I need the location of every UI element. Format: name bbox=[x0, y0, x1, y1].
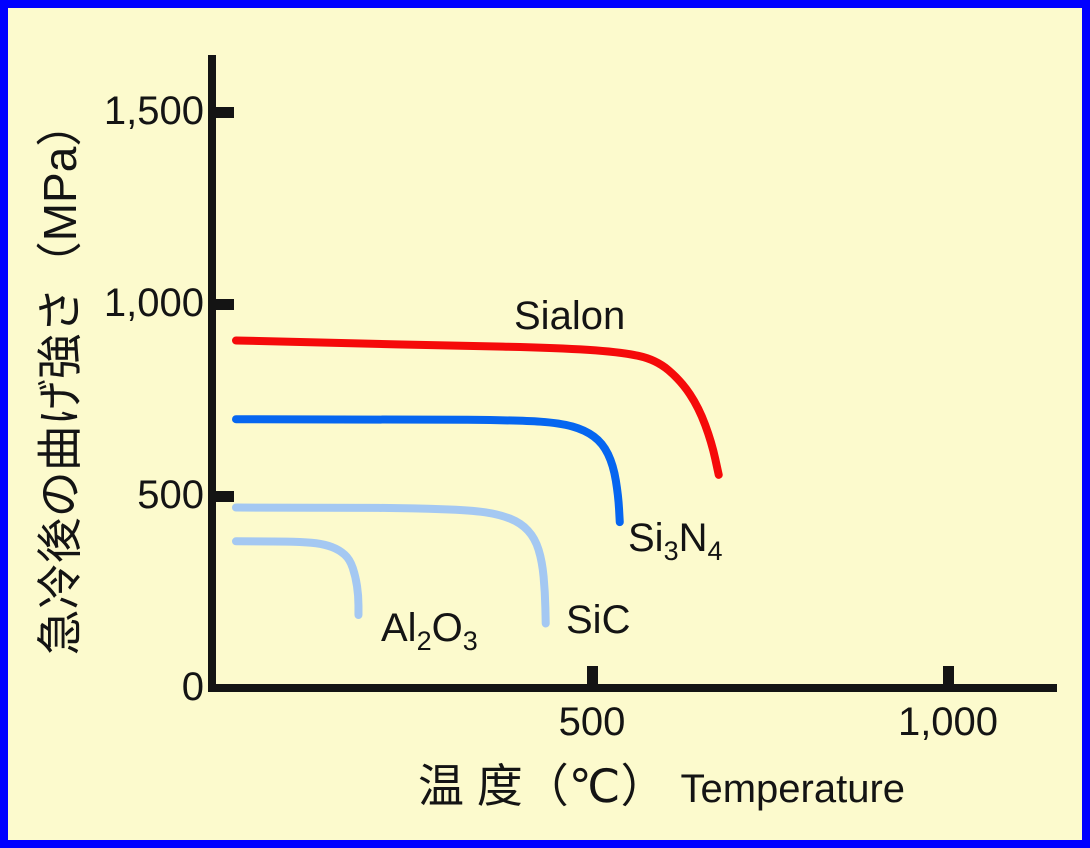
y-tick-500 bbox=[214, 491, 234, 502]
curve-sialon bbox=[232, 336, 723, 479]
series-label-si3n4: Si3N4 bbox=[628, 516, 723, 565]
series-label-al2o3-part: Al bbox=[381, 606, 417, 650]
x-tick-label-1000: 1,000 bbox=[897, 700, 999, 744]
y-tick-label-1500: 1,500 bbox=[103, 89, 204, 133]
series-label-al2o3-sub: 3 bbox=[462, 626, 478, 656]
y-tick-label-1000: 1,000 bbox=[103, 281, 204, 325]
y-tick-1500 bbox=[214, 107, 234, 118]
series-label-sialon: Sialon bbox=[514, 294, 626, 338]
x-axis-title-japanese: 温 度（℃） bbox=[418, 760, 667, 812]
curve-sic bbox=[232, 503, 550, 628]
y-axis-line bbox=[208, 55, 216, 692]
series-label-si3n4-sub: 4 bbox=[707, 536, 723, 566]
series-label-si3n4-part: Si bbox=[628, 516, 664, 560]
x-tick-label-500: 500 bbox=[558, 700, 626, 744]
y-tick-label-500: 500 bbox=[137, 473, 204, 517]
y-tick-1000 bbox=[214, 299, 234, 310]
series-label-sic: SiC bbox=[566, 598, 631, 642]
series-label-al2o3-part: O bbox=[431, 606, 463, 650]
y-tick-label-0: 0 bbox=[181, 665, 204, 709]
series-label-si3n4-sub: 3 bbox=[663, 536, 679, 566]
curve-al2o3 bbox=[232, 537, 363, 620]
x-tick-1000 bbox=[943, 666, 954, 684]
curve-si3n4 bbox=[232, 415, 624, 527]
series-label-si3n4-part: N bbox=[678, 516, 708, 560]
series-label-al2o3-sub: 2 bbox=[416, 626, 432, 656]
x-axis-title-english: Temperature bbox=[680, 767, 906, 811]
y-axis-title: 急冷後の曲げ強さ（MPa） bbox=[34, 100, 86, 656]
series-label-al2o3: Al2O3 bbox=[381, 606, 478, 655]
x-axis-line bbox=[208, 684, 1057, 692]
x-axis-title: 温 度（℃） Temperature bbox=[418, 750, 905, 816]
x-tick-500 bbox=[587, 666, 598, 684]
